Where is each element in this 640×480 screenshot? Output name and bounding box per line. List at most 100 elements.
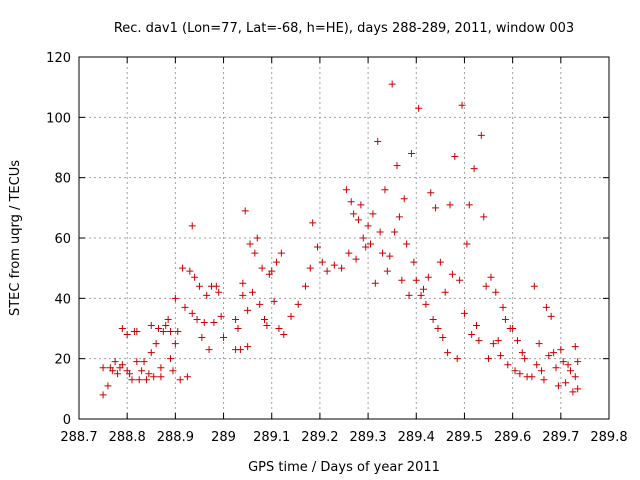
data-point bbox=[200, 318, 208, 326]
data-point bbox=[234, 325, 242, 332]
data-point bbox=[145, 370, 153, 378]
data-point bbox=[179, 264, 187, 272]
data-point bbox=[174, 328, 182, 336]
x-tick-label: 289 bbox=[211, 430, 236, 445]
data-point bbox=[118, 361, 126, 369]
data-point bbox=[482, 282, 490, 290]
data-point bbox=[376, 228, 384, 236]
data-point bbox=[504, 361, 512, 369]
data-point bbox=[345, 249, 353, 257]
data-point bbox=[470, 165, 478, 173]
data-point bbox=[104, 382, 112, 390]
x-tick-label: 289.6 bbox=[494, 430, 531, 445]
data-point bbox=[410, 258, 418, 266]
data-point bbox=[198, 334, 206, 342]
grid-lines bbox=[79, 57, 609, 419]
data-point bbox=[439, 334, 447, 342]
data-point bbox=[374, 137, 382, 145]
x-tick-label: 288.8 bbox=[109, 430, 146, 445]
data-point bbox=[277, 249, 285, 257]
y-tick-label: 0 bbox=[63, 413, 71, 428]
x-tick-label: 289.7 bbox=[542, 430, 579, 445]
data-point bbox=[564, 361, 572, 369]
data-point bbox=[538, 367, 546, 375]
data-point bbox=[367, 240, 374, 248]
data-point bbox=[323, 267, 331, 275]
data-point bbox=[167, 328, 175, 336]
data-point bbox=[371, 279, 379, 287]
data-point bbox=[241, 207, 249, 215]
data-point bbox=[157, 364, 165, 372]
data-point bbox=[147, 321, 155, 329]
data-point bbox=[415, 104, 423, 112]
data-point bbox=[188, 222, 196, 230]
data-point bbox=[533, 361, 541, 369]
data-point bbox=[566, 367, 574, 375]
data-point bbox=[167, 355, 175, 363]
data-point bbox=[294, 300, 302, 308]
data-point bbox=[485, 355, 493, 363]
data-point bbox=[239, 291, 247, 299]
axis-ticks bbox=[78, 56, 610, 420]
data-point bbox=[509, 325, 517, 332]
data-point bbox=[205, 346, 213, 354]
data-point bbox=[405, 291, 413, 299]
data-point bbox=[477, 131, 485, 139]
data-point bbox=[446, 201, 454, 209]
data-point bbox=[128, 376, 136, 384]
data-point bbox=[460, 309, 468, 317]
data-point bbox=[123, 331, 131, 339]
data-point bbox=[530, 282, 538, 290]
data-point bbox=[152, 340, 160, 348]
data-point bbox=[400, 195, 408, 203]
chart-title: Rec. dav1 (Lon=77, Lat=-68, h=HE), days … bbox=[114, 21, 574, 36]
data-point bbox=[244, 343, 252, 351]
data-point bbox=[261, 315, 268, 323]
data-point bbox=[169, 367, 177, 375]
data-point bbox=[569, 388, 577, 396]
data-point bbox=[562, 379, 570, 387]
data-point bbox=[393, 162, 401, 170]
data-point bbox=[118, 325, 126, 332]
data-point bbox=[258, 264, 266, 272]
data-point bbox=[412, 276, 420, 284]
data-point bbox=[453, 355, 461, 363]
data-point bbox=[195, 282, 203, 290]
y-tick-label: 100 bbox=[46, 111, 71, 126]
data-point bbox=[256, 300, 264, 308]
data-point bbox=[388, 80, 396, 88]
x-tick-label: 289.8 bbox=[590, 430, 627, 445]
data-point bbox=[232, 315, 240, 323]
data-point bbox=[239, 279, 247, 287]
data-point bbox=[244, 306, 252, 314]
data-point bbox=[535, 340, 543, 348]
data-point bbox=[557, 346, 565, 354]
y-tick-label: 20 bbox=[54, 353, 71, 368]
data-point bbox=[138, 367, 146, 375]
data-point bbox=[499, 303, 507, 311]
data-point bbox=[448, 270, 456, 278]
data-point bbox=[140, 358, 148, 366]
data-point bbox=[528, 373, 536, 381]
data-point bbox=[155, 325, 162, 332]
data-point bbox=[436, 258, 444, 266]
data-point bbox=[263, 321, 271, 329]
data-point bbox=[188, 309, 196, 317]
data-point bbox=[550, 349, 558, 357]
data-point bbox=[516, 370, 524, 378]
data-point bbox=[542, 303, 550, 311]
data-point bbox=[203, 291, 211, 299]
data-point bbox=[379, 249, 387, 257]
data-point bbox=[164, 315, 172, 323]
data-point bbox=[403, 240, 411, 248]
data-point bbox=[422, 300, 430, 308]
y-axis-label: STEC from uqrg / TECUs bbox=[8, 160, 23, 316]
data-point bbox=[253, 234, 261, 242]
data-point bbox=[552, 364, 560, 372]
y-tick-label: 60 bbox=[54, 232, 71, 247]
data-point bbox=[492, 288, 500, 296]
data-point bbox=[540, 376, 548, 384]
data-point bbox=[186, 267, 194, 275]
data-point bbox=[171, 340, 179, 348]
